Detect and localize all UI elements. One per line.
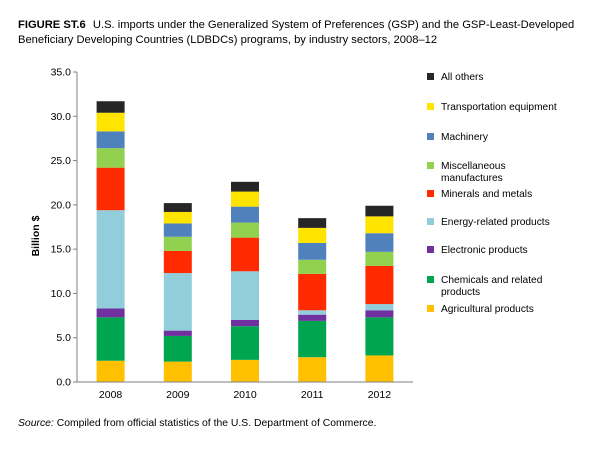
bar-segment-2012-machinery xyxy=(365,233,394,252)
legend-swatch xyxy=(427,246,434,253)
legend-label: Miscellaneous manufactures xyxy=(441,161,506,184)
bar-segment-2012-miscellaneous-manufactures xyxy=(365,251,394,266)
bar-segment-2010-machinery xyxy=(231,206,259,223)
bar-segment-2010-transportation-equipment xyxy=(231,191,259,207)
bar-segment-2008-miscellaneous-manufactures xyxy=(96,148,125,168)
bar-segment-2012-agricultural-products xyxy=(365,355,394,382)
bar-segment-2009-miscellaneous-manufactures xyxy=(163,236,192,251)
figure-caption: U.S. imports under the Generalized Syste… xyxy=(18,19,575,46)
legend-item-agricultural-products: Agricultural products xyxy=(427,304,534,315)
x-tick-label: 2010 xyxy=(233,389,257,401)
legend-swatch xyxy=(427,190,434,197)
source-label: Source: xyxy=(18,418,54,429)
bar-segment-2011-all-others xyxy=(298,218,327,228)
legend-swatch xyxy=(427,133,434,140)
bar-segment-2010-all-others xyxy=(231,181,259,192)
bar-segment-2012-electronic-products xyxy=(365,310,394,318)
legend-swatch xyxy=(427,305,434,312)
legend-item-minerals-and-metals: Minerals and metals xyxy=(427,189,532,200)
bar-segment-2010-agricultural-products xyxy=(231,359,259,382)
legend-item-electronic-products: Electronic products xyxy=(427,245,528,256)
bar-segment-2009-agricultural-products xyxy=(163,361,192,382)
source-text: Compiled from official statistics of the… xyxy=(56,418,377,429)
bar-segment-2012-transportation-equipment xyxy=(365,216,394,234)
legend-label: Minerals and metals xyxy=(441,189,532,200)
figure-label: FIGURE ST.6 xyxy=(18,19,86,31)
bar-segment-2009-all-others xyxy=(163,203,192,212)
bar-segment-2009-chemicals-and-related-products xyxy=(163,335,192,362)
bar-segment-2008-transportation-equipment xyxy=(96,112,125,132)
bar-segment-2010-electronic-products xyxy=(231,320,259,327)
y-tick-label: 25.0 xyxy=(51,155,72,167)
axes-layer: 2008 2009 2010 2011 2012 0.0 5.0 10.0 15.0 20.0 25… xyxy=(51,67,413,401)
bar-segment-2009-transportation-equipment xyxy=(163,211,192,224)
figure-title: FIGURE ST.6 U.S. imports under the Gener… xyxy=(18,18,583,48)
legend-item-energy-related-products: Energy-related products xyxy=(427,217,550,228)
bar-segment-2008-machinery xyxy=(96,131,125,149)
bar-segment-2012-chemicals-and-related-products xyxy=(365,317,394,356)
y-tick-label: 15.0 xyxy=(51,244,72,256)
y-tick-label: 30.0 xyxy=(51,111,72,123)
bar-segment-2010-minerals-and-metals xyxy=(231,237,259,272)
legend-label: Energy-related products xyxy=(441,217,550,228)
source-note: Source: Compiled from official statistic… xyxy=(18,418,376,429)
bar-segment-2008-electronic-products xyxy=(96,308,125,318)
y-tick-label: 10.0 xyxy=(51,288,72,300)
bar-segment-2010-miscellaneous-manufactures xyxy=(231,222,259,238)
bar-segment-2012-all-others xyxy=(365,205,394,217)
bars-layer xyxy=(96,101,394,382)
y-axis-title: Billion $ xyxy=(30,215,42,256)
x-tick-label: 2008 xyxy=(99,389,123,401)
legend-item-all-others: All others xyxy=(427,72,483,83)
x-tick-label: 2011 xyxy=(301,389,324,401)
legend-swatch xyxy=(427,276,434,283)
legend-item-chemicals-and-related-products: Chemicals and related products xyxy=(427,275,543,298)
legend-label: Machinery xyxy=(441,132,489,143)
bar-segment-2009-electronic-products xyxy=(163,330,192,336)
bar-segment-2011-energy-related-products xyxy=(298,310,327,315)
bar-segment-2011-transportation-equipment xyxy=(298,227,327,243)
y-tick-label: 35.0 xyxy=(51,67,72,79)
bar-segment-2008-minerals-and-metals xyxy=(96,167,125,211)
bar-segment-2011-electronic-products xyxy=(298,314,327,321)
legend-label: Electronic products xyxy=(441,245,528,256)
bar-segment-2010-chemicals-and-related-products xyxy=(231,326,259,360)
legend-label: Transportation equipment xyxy=(441,102,557,113)
legend-swatch xyxy=(427,162,434,169)
legend-swatch xyxy=(427,218,434,225)
bar-segment-2011-agricultural-products xyxy=(298,357,327,382)
bar-segment-2009-machinery xyxy=(163,223,192,237)
bar-segment-2008-energy-related-products xyxy=(96,210,125,309)
legend-item-miscellaneous-manufactures: Miscellaneous manufactures xyxy=(427,161,506,184)
legend-item-machinery: Machinery xyxy=(427,132,489,143)
legend: All others Transportation equipment Machin… xyxy=(427,72,557,315)
bar-segment-2012-energy-related-products xyxy=(365,304,394,311)
y-tick-label: 0.0 xyxy=(56,377,71,389)
y-tick-label: 5.0 xyxy=(56,332,71,344)
bar-segment-2011-miscellaneous-manufactures xyxy=(298,259,327,274)
y-tick-label: 20.0 xyxy=(51,199,72,211)
bar-segment-2008-chemicals-and-related-products xyxy=(96,317,125,361)
legend-label: All others xyxy=(441,72,483,83)
bar-segment-2008-agricultural-products xyxy=(96,360,125,382)
bar-segment-2011-machinery xyxy=(298,242,327,260)
bar-segment-2011-chemicals-and-related-products xyxy=(298,320,327,358)
legend-label: Chemicals and related products xyxy=(441,275,543,298)
bar-segment-2012-minerals-and-metals xyxy=(365,265,394,305)
bar-segment-2010-energy-related-products xyxy=(231,271,259,320)
legend-item-transportation-equipment: Transportation equipment xyxy=(427,102,557,113)
x-tick-label: 2012 xyxy=(368,389,392,401)
legend-swatch xyxy=(427,103,434,110)
x-tick-label: 2009 xyxy=(166,389,190,401)
bar-segment-2008-all-others xyxy=(96,101,125,113)
bar-segment-2009-energy-related-products xyxy=(163,273,192,331)
y-axis-title-group: Billion $ xyxy=(30,215,42,256)
bar-segment-2009-minerals-and-metals xyxy=(163,250,192,274)
legend-swatch xyxy=(427,73,434,80)
legend-label: Agricultural products xyxy=(441,304,534,315)
bar-segment-2011-minerals-and-metals xyxy=(298,273,327,311)
